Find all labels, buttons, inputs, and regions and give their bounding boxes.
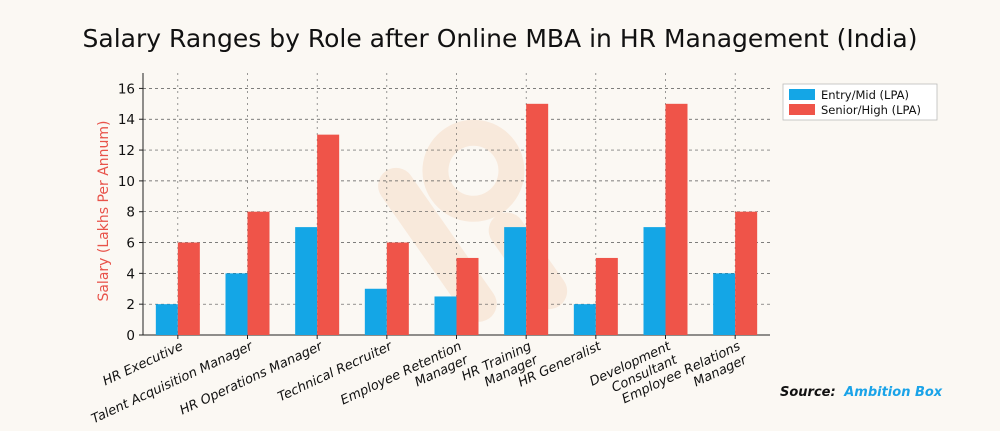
y-tick-label: 14 bbox=[118, 112, 135, 128]
source-value: Ambition Box bbox=[843, 385, 943, 400]
bar-senior bbox=[386, 242, 409, 335]
y-tick-label: 4 bbox=[126, 266, 135, 282]
bar-entry bbox=[295, 227, 318, 335]
y-tick-label: 0 bbox=[126, 328, 135, 344]
legend-label-senior: Senior/High (LPA) bbox=[821, 103, 921, 117]
bar-senior bbox=[595, 257, 618, 335]
x-tick-label: Employee RetentionManager bbox=[338, 338, 472, 422]
y-tick-label: 6 bbox=[126, 236, 135, 252]
y-tick-label: 2 bbox=[126, 297, 135, 313]
legend-swatch-entry bbox=[789, 89, 815, 100]
x-tick-label-line: Technical Recruiter bbox=[276, 338, 396, 405]
legend-swatch-senior bbox=[789, 104, 815, 115]
bar-senior bbox=[665, 103, 688, 335]
y-tick-label: 12 bbox=[118, 143, 135, 159]
x-tick-label: HR TrainingManager bbox=[459, 338, 541, 398]
bar-entry bbox=[504, 227, 527, 335]
bar-senior bbox=[317, 134, 340, 335]
y-tick-label: 8 bbox=[126, 205, 135, 221]
bar-senior bbox=[177, 242, 200, 335]
y-axis-label: Salary (Lakhs Per Annum) bbox=[96, 120, 112, 301]
chart-title: Salary Ranges by Role after Online MBA i… bbox=[83, 24, 918, 53]
bar-entry bbox=[364, 288, 387, 335]
y-axis-ticks: 0 2 4 6 8 10 12 14 16 bbox=[118, 81, 143, 344]
y-tick-label: 10 bbox=[118, 174, 135, 190]
y-tick-label: 16 bbox=[118, 81, 135, 97]
legend-label-entry: Entry/Mid (LPA) bbox=[821, 88, 909, 102]
bar-senior bbox=[247, 211, 270, 335]
bar-entry bbox=[155, 304, 178, 335]
bar-entry bbox=[713, 273, 736, 335]
x-tick-label: Technical Recruiter bbox=[276, 338, 396, 405]
source-note: Source: Ambition Box bbox=[780, 385, 943, 400]
bar-entry bbox=[643, 227, 666, 335]
bars bbox=[155, 103, 758, 335]
bar-entry bbox=[225, 273, 248, 335]
bar-senior bbox=[456, 257, 479, 335]
source-label: Source: bbox=[780, 385, 836, 400]
bar-entry bbox=[434, 296, 457, 335]
bar-senior bbox=[526, 103, 549, 335]
bar-senior bbox=[735, 211, 758, 335]
legend: Entry/Mid (LPA) Senior/High (LPA) bbox=[782, 83, 938, 121]
bar-entry bbox=[573, 304, 596, 335]
